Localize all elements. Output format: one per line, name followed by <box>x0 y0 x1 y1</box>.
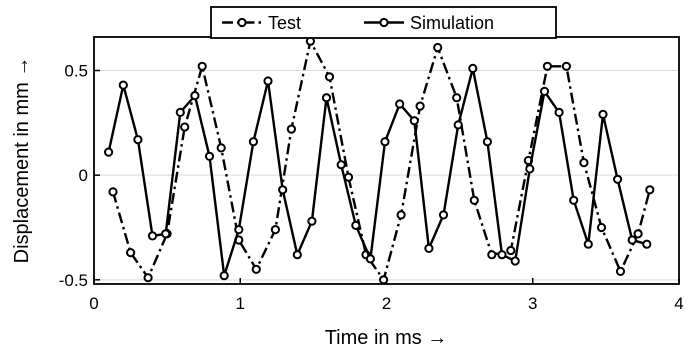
data-point-simulation <box>380 137 390 147</box>
data-point-simulation <box>627 235 637 245</box>
legend-label-test: Test <box>268 13 301 33</box>
legend-marker-simulation <box>379 17 389 28</box>
data-point-test <box>180 122 190 132</box>
data-point-test <box>270 225 280 235</box>
data-point-test <box>506 245 516 256</box>
data-point-simulation <box>613 174 623 184</box>
data-point-simulation <box>539 86 550 97</box>
data-point-simulation <box>409 116 419 126</box>
data-point-simulation <box>395 99 405 109</box>
data-point-simulation <box>175 107 185 118</box>
y-tick-label: 0.5 <box>64 61 88 80</box>
data-point-simulation <box>453 120 463 130</box>
data-point-simulation <box>510 256 520 266</box>
data-point-simulation <box>190 91 200 101</box>
y-tick-label: 0 <box>79 166 88 185</box>
data-point-simulation <box>104 147 114 157</box>
data-point-simulation <box>424 243 434 253</box>
data-point-test <box>379 275 389 285</box>
x-tick-label: 0 <box>89 294 98 313</box>
data-point-test <box>645 185 655 195</box>
data-point-simulation <box>554 107 564 118</box>
data-point-test <box>324 72 335 82</box>
x-tick-label: 2 <box>382 294 391 313</box>
legend: Test Simulation <box>210 6 557 39</box>
data-point-simulation <box>204 151 215 161</box>
data-point-simulation <box>219 271 229 281</box>
data-point-test <box>415 101 425 111</box>
data-point-test <box>615 266 626 276</box>
series-line-simulation <box>107 67 648 277</box>
data-point-test <box>197 61 207 71</box>
data-point-simulation <box>583 239 593 249</box>
legend-entries: Test Simulation <box>222 13 494 33</box>
data-point-simulation <box>278 185 288 195</box>
data-point-simulation <box>147 231 158 241</box>
data-point-test <box>143 273 153 283</box>
data-point-test <box>108 187 118 197</box>
x-tick-label: 3 <box>528 294 537 313</box>
data-point-test <box>251 264 261 274</box>
axis-ticks: -0.500.50 1 2 3 4 <box>59 61 684 313</box>
data-point-test <box>542 61 553 71</box>
data-point-test <box>126 248 136 258</box>
data-point-simulation <box>482 137 492 147</box>
data-point-test <box>216 143 226 153</box>
x-axis-label: Time in ms → <box>325 327 448 349</box>
data-point-simulation <box>161 229 171 239</box>
data-point-test <box>286 124 296 134</box>
data-point-simulation <box>468 63 478 74</box>
data-point-test <box>433 42 443 53</box>
x-tick-label: 4 <box>674 294 683 313</box>
y-axis-label: Displacement in mm → <box>11 57 33 264</box>
data-point-simulation <box>497 250 507 260</box>
y-tick-label: -0.5 <box>59 271 88 290</box>
data-point-simulation <box>263 76 273 86</box>
data-point-simulation <box>248 137 258 147</box>
data-point-test <box>561 61 572 71</box>
legend-label-simulation: Simulation <box>410 13 494 33</box>
data-point-test <box>469 195 479 205</box>
data-point-simulation <box>118 80 128 90</box>
data-point-test <box>579 158 589 168</box>
data-point-simulation <box>321 93 332 103</box>
data-point-simulation <box>438 210 449 220</box>
grid-layer <box>94 69 679 281</box>
legend-marker-test <box>237 17 247 28</box>
data-point-test <box>596 222 607 233</box>
data-point-simulation <box>598 109 608 120</box>
data-point-simulation <box>292 250 302 260</box>
data-point-simulation <box>133 135 143 145</box>
data-point-simulation <box>336 160 346 170</box>
data-point-simulation <box>351 220 361 230</box>
data-point-simulation <box>569 195 579 205</box>
series-layer <box>104 36 655 285</box>
data-point-simulation <box>234 225 244 235</box>
series-line-test <box>111 40 651 281</box>
data-point-simulation <box>642 239 652 249</box>
data-point-simulation <box>365 254 375 264</box>
x-tick-label: 1 <box>236 294 245 313</box>
data-point-simulation <box>525 164 535 174</box>
data-point-test <box>452 93 462 103</box>
data-point-test <box>396 210 406 220</box>
data-point-test <box>633 229 643 239</box>
data-point-test <box>487 250 497 260</box>
data-point-simulation <box>307 216 317 226</box>
